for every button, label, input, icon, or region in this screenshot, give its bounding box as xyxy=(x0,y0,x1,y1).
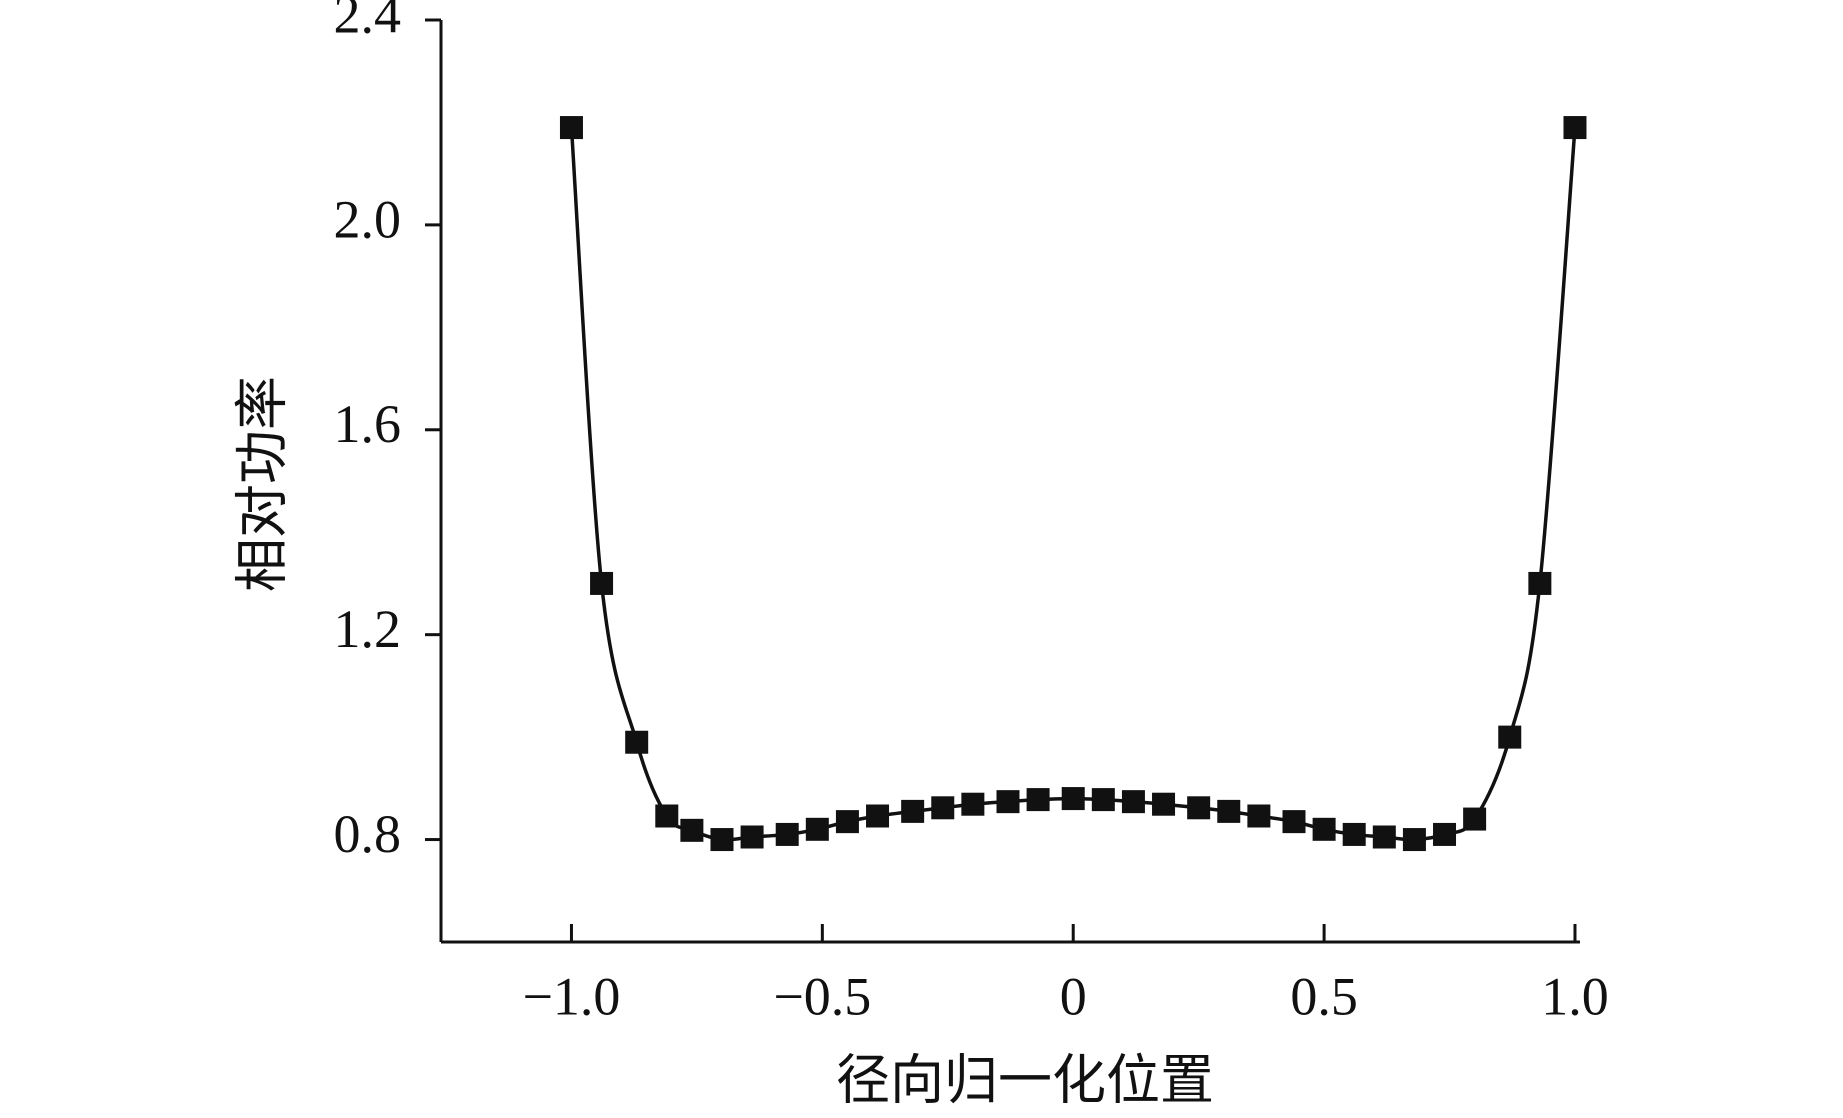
data-point xyxy=(775,822,799,846)
data-point xyxy=(1282,810,1306,834)
data-point xyxy=(866,804,890,828)
data-point xyxy=(590,571,614,595)
data-point xyxy=(625,730,649,754)
data-line xyxy=(569,127,1577,842)
data-point xyxy=(1247,804,1271,828)
data-point xyxy=(1091,788,1115,812)
x-tick-label: 1.0 xyxy=(1541,966,1609,1026)
y-tick-label: 2.0 xyxy=(334,189,402,249)
data-point xyxy=(1528,571,1552,595)
data-point xyxy=(680,818,704,842)
data-point xyxy=(1402,828,1426,852)
y-axis-title: 相对功率 xyxy=(232,376,292,592)
data-point xyxy=(961,792,985,816)
x-tick-label: −1.0 xyxy=(522,966,620,1026)
data-point xyxy=(1121,790,1145,814)
data-point xyxy=(1342,822,1366,846)
data-point xyxy=(1217,799,1241,823)
data-point xyxy=(1498,725,1522,749)
data-point xyxy=(655,804,679,828)
data-point xyxy=(901,799,925,823)
x-axis-title: 径向归一化位置 xyxy=(836,1050,1214,1110)
data-point xyxy=(805,817,829,841)
x-tick-label: 0.5 xyxy=(1290,966,1358,1026)
data-point xyxy=(1026,788,1050,812)
y-tick-label: 1.6 xyxy=(334,394,402,454)
data-point xyxy=(1061,787,1085,811)
data-point xyxy=(1563,116,1587,140)
data-point xyxy=(996,790,1020,814)
data-point xyxy=(710,828,734,852)
x-tick-label: 0 xyxy=(1060,966,1087,1026)
data-point xyxy=(740,825,764,849)
data-point xyxy=(1152,792,1176,816)
data-point xyxy=(1187,796,1211,820)
data-point xyxy=(1372,825,1396,849)
x-tick-label: −0.5 xyxy=(773,966,871,1026)
data-point xyxy=(1463,807,1487,831)
data-point xyxy=(1433,822,1457,846)
data-point xyxy=(559,116,583,140)
data-point xyxy=(835,810,859,834)
y-tick-label: 2.4 xyxy=(334,0,402,44)
y-tick-label: 1.2 xyxy=(334,599,402,659)
data-point xyxy=(931,796,955,820)
data-point xyxy=(1312,817,1336,841)
y-tick-label: 0.8 xyxy=(334,804,402,864)
